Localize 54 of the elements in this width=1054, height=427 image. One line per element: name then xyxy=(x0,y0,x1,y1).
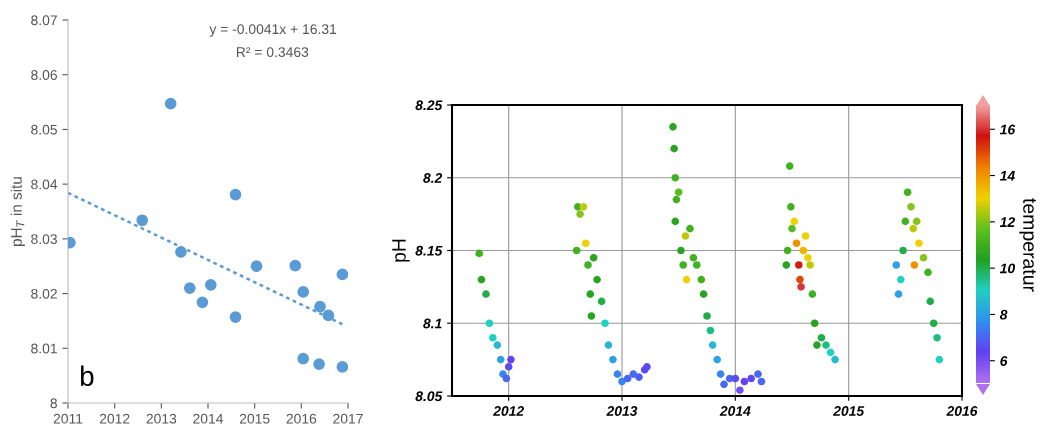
point xyxy=(164,97,177,110)
x-tick-label: 2012 xyxy=(99,413,130,424)
y-tick-label: 8.02 xyxy=(31,288,57,299)
color-bar-label: 14 xyxy=(999,171,1015,181)
point xyxy=(229,311,242,323)
y-tick-label: 8.05 xyxy=(415,391,443,402)
y-tick-label: 8.03 xyxy=(31,234,57,245)
point xyxy=(196,296,209,309)
annotation: y = -0.0041x + 16.31 xyxy=(209,24,337,37)
color-bar-label: 16 xyxy=(999,124,1016,135)
point xyxy=(250,260,263,273)
color-bar-label: 6 xyxy=(1000,356,1008,366)
point xyxy=(297,352,310,365)
point xyxy=(289,259,302,272)
x-tick-label: 2015 xyxy=(833,406,865,416)
y-tick-label: 8.04 xyxy=(31,179,58,190)
y-tick-label: 8.15 xyxy=(415,245,443,256)
point xyxy=(314,300,326,313)
point xyxy=(175,246,187,258)
x-tick-label: 2014 xyxy=(193,413,224,424)
point xyxy=(336,361,348,373)
color-bar-label: 8 xyxy=(999,309,1008,320)
x-tick-label: 2015 xyxy=(239,413,270,424)
point xyxy=(204,278,217,291)
y-tick-label: 8.06 xyxy=(31,70,57,80)
point xyxy=(183,282,196,294)
x-tick-label: 2014 xyxy=(719,406,751,416)
color-bar-label: 10 xyxy=(999,263,1016,274)
annotation: b xyxy=(80,365,94,387)
annotation: R² = 0.3463 xyxy=(236,47,309,58)
point xyxy=(336,268,348,281)
point xyxy=(229,188,242,201)
x-tick-label: 2011 xyxy=(53,413,83,424)
y-axis-title: pH$_{T}$ in situ xyxy=(10,177,25,246)
y-tick-label: 8.1 xyxy=(423,318,442,329)
y-tick-label: 8 xyxy=(50,398,57,409)
x-tick-label: 2016 xyxy=(946,406,978,416)
y-tick-label: 8.2 xyxy=(423,173,443,183)
y-tick-label: 8.25 xyxy=(415,100,443,111)
point xyxy=(297,286,310,298)
color-bar-label: 12 xyxy=(999,217,1016,227)
x-tick-label: 2013 xyxy=(606,406,638,416)
point xyxy=(136,214,149,227)
point xyxy=(313,358,325,370)
x-tick-label: 2016 xyxy=(286,413,317,424)
x-tick-label: 2013 xyxy=(146,413,177,424)
y-tick-label: 8.01 xyxy=(31,343,57,354)
y-tick-label: 8.07 xyxy=(31,15,57,26)
y-tick-label: 8.05 xyxy=(31,124,57,135)
x-tick-label: 2012 xyxy=(493,406,524,416)
y-axis-title: pH xyxy=(392,239,410,262)
x-tick-label: 2017 xyxy=(333,413,363,424)
point xyxy=(322,309,335,322)
color-bar-title: temperatur xyxy=(1019,198,1036,292)
